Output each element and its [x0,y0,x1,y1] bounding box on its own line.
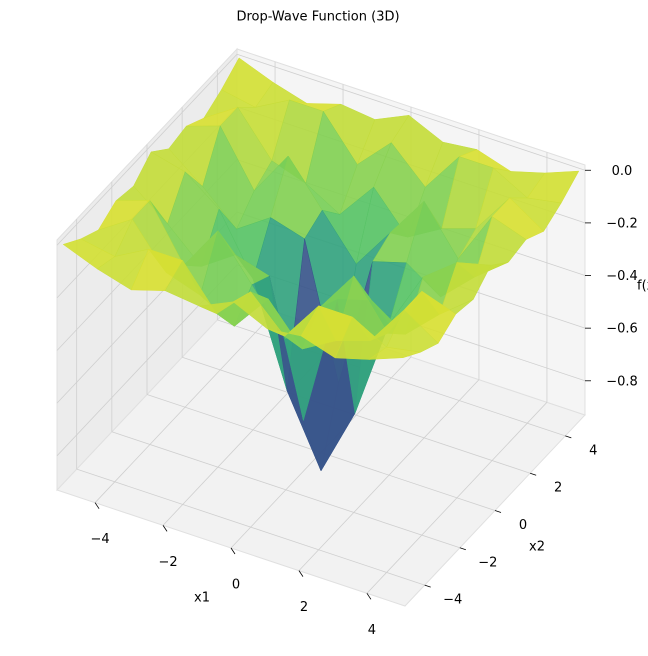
x-axis-label: x1 [194,591,210,606]
grid-line [236,53,586,171]
y-tick-mark [530,472,537,476]
z-axis-label: f(x1, x2) [637,279,648,294]
grid-line [76,468,425,586]
x-tick-mark [298,570,304,577]
x-tick-mark [94,502,100,509]
y-axis-label: x2 [529,540,545,555]
y-tick-label: 0 [519,518,527,533]
z-tick-label: −0.8 [606,374,638,389]
x-tick-mark [162,525,168,532]
x-tick-mark [366,593,372,600]
y-tick-mark [459,547,466,551]
grid-line [56,53,238,246]
y-tick-label: 4 [589,443,597,458]
x-tick-label: 0 [232,578,240,593]
z-tick-label: 0.0 [612,164,633,179]
z-tick-label: −0.4 [606,269,638,284]
x-tick-label: 2 [300,600,308,615]
y-tick-mark [424,584,431,588]
chart-title: Drop-Wave Function (3D) [236,10,399,25]
y-tick-mark [565,435,572,439]
y-tick-label: 2 [554,481,562,496]
z-tick-label: −0.6 [606,322,638,337]
x-tick-label: −2 [158,555,177,570]
z-tick-label: −0.2 [606,216,638,231]
grid-line [182,356,531,474]
grid-line [111,431,460,549]
y-tick-mark [494,510,502,513]
x-tick-mark [230,547,236,555]
x-tick-label: −4 [90,532,109,547]
y-tick-label: −2 [478,555,497,570]
x-tick-label: 4 [368,623,376,638]
surface-patch [368,346,421,360]
y-tick-label: −4 [443,593,462,608]
